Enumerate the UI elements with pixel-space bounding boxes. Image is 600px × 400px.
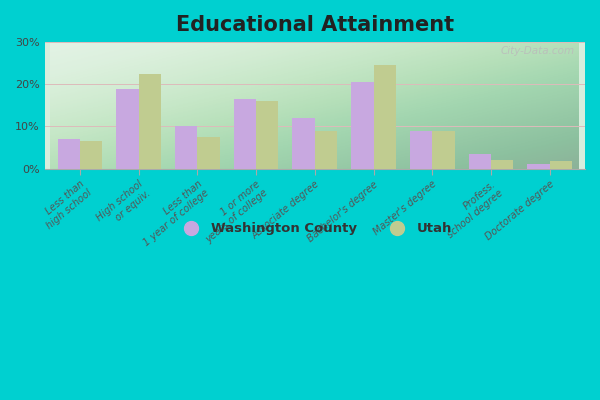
Bar <box>256 101 278 169</box>
Bar <box>491 160 514 169</box>
Bar <box>58 139 80 169</box>
Bar <box>374 65 396 169</box>
Bar <box>469 154 491 169</box>
Bar <box>292 118 315 169</box>
Bar <box>80 141 102 169</box>
Bar <box>351 82 374 169</box>
Bar <box>116 88 139 169</box>
Bar <box>550 161 572 169</box>
Legend: Washington County, Utah: Washington County, Utah <box>173 217 457 240</box>
Bar <box>432 131 455 169</box>
Bar <box>175 126 197 169</box>
Bar <box>410 131 432 169</box>
Bar <box>197 137 220 169</box>
Title: Educational Attainment: Educational Attainment <box>176 15 454 35</box>
Bar <box>139 74 161 169</box>
Bar <box>234 99 256 169</box>
Bar <box>527 164 550 169</box>
Bar <box>315 131 337 169</box>
Text: City-Data.com: City-Data.com <box>500 46 574 56</box>
